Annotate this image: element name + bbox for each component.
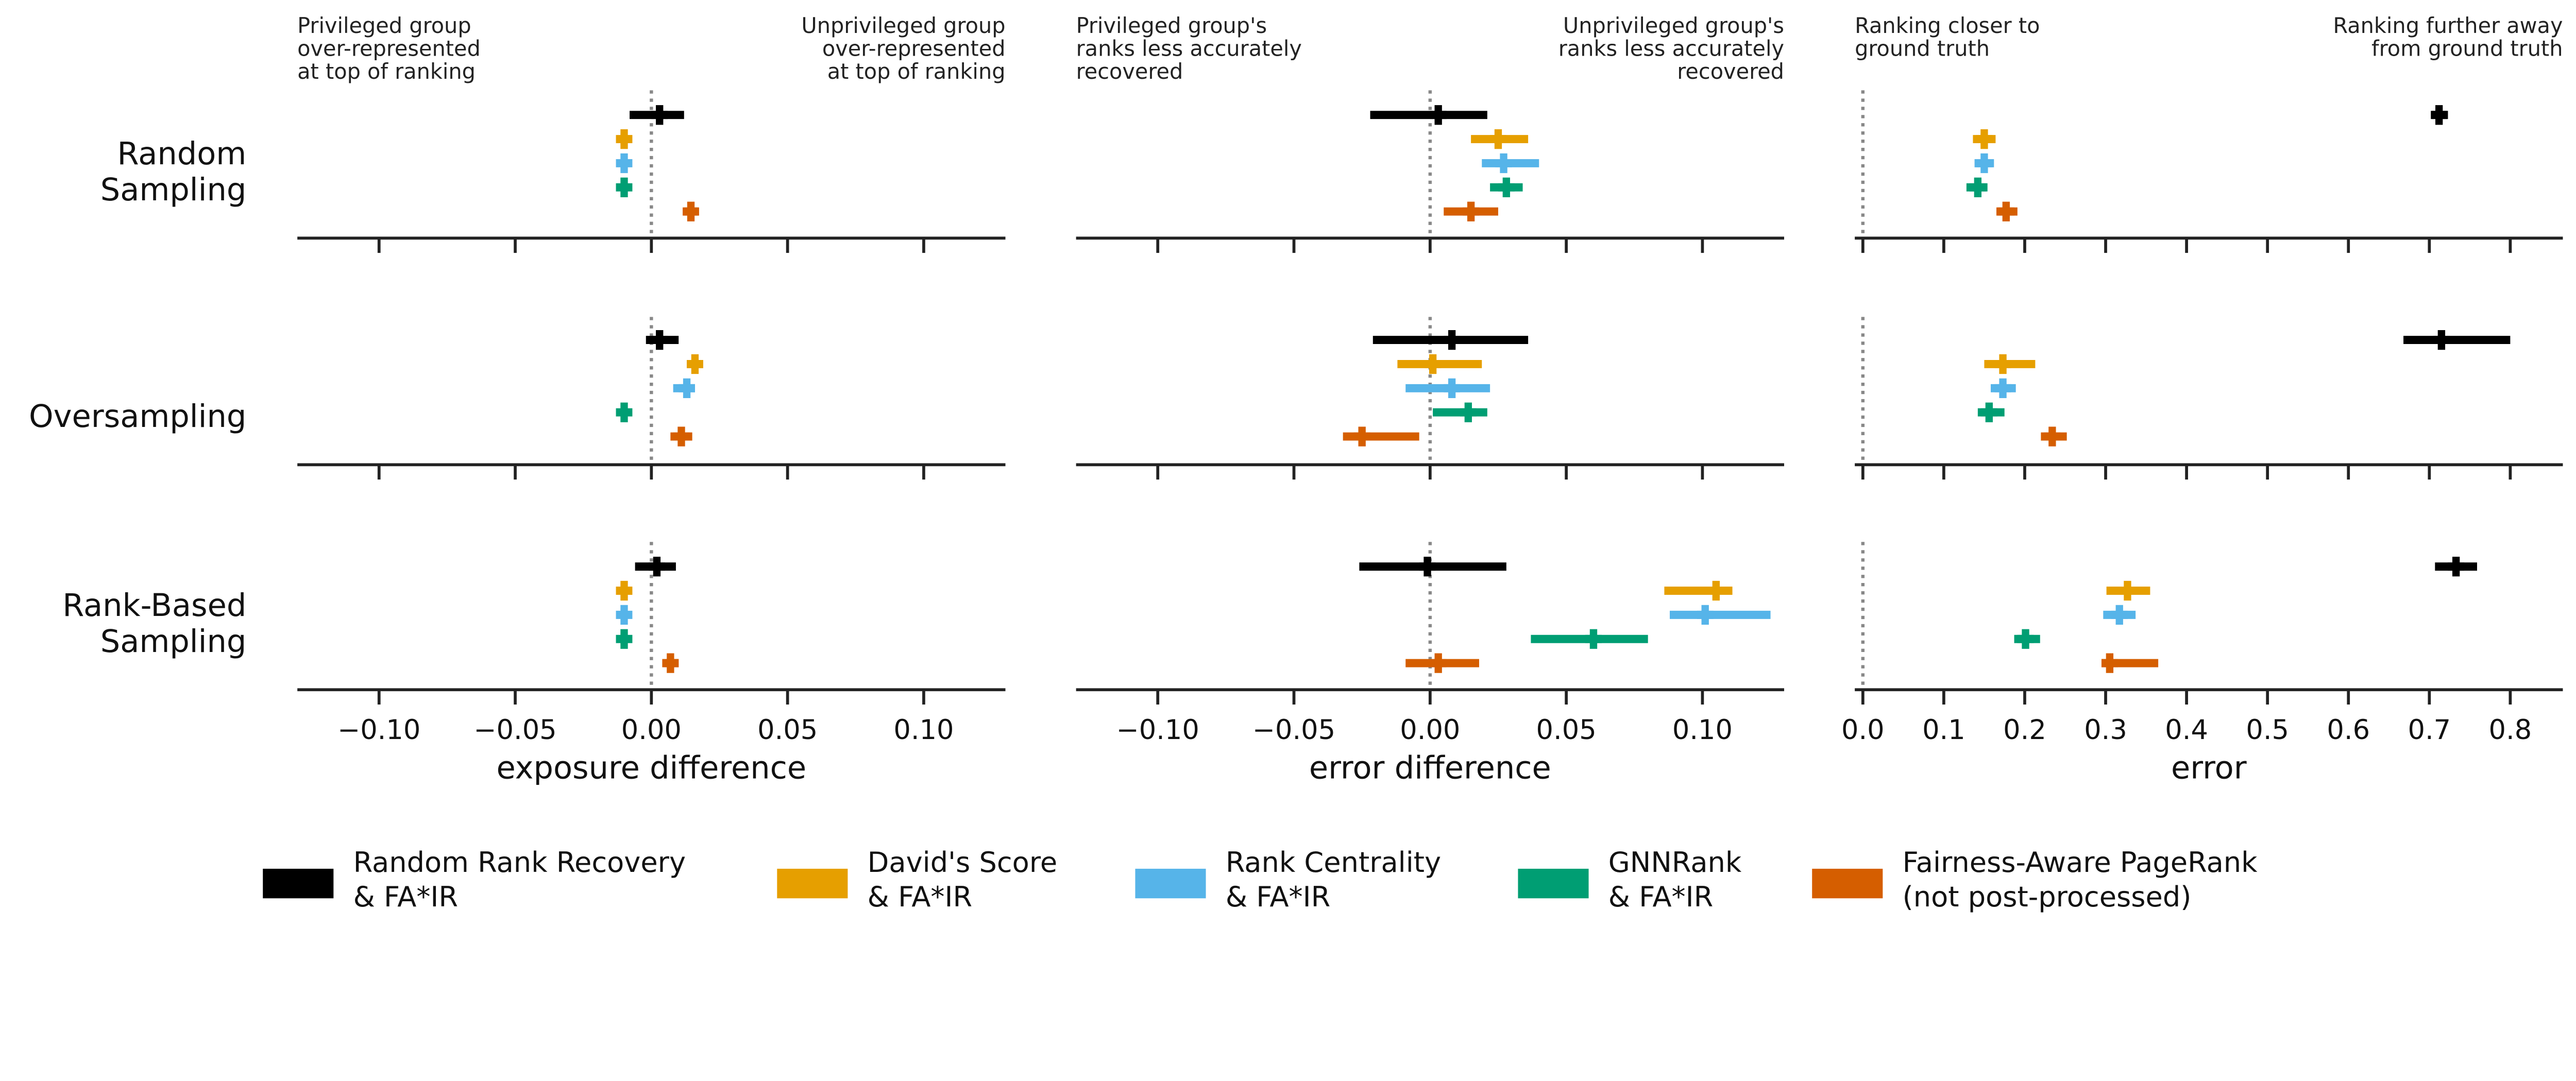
x-tick-label: −0.05 — [473, 714, 556, 746]
annotation-right: Ranking further away from ground truth — [2333, 13, 2563, 61]
annotation-right: Unprivileged group's ranks less accuratel… — [1558, 13, 1784, 84]
x-tick-label: 0.05 — [1536, 714, 1597, 746]
legend-swatch — [263, 868, 334, 899]
x-tick-label: 0.1 — [1922, 714, 1965, 746]
panel-3: 0.0 0.1 0.2 0.3 0.4 0.5 0.6 0.7 0.8 error — [1841, 90, 2563, 786]
annotation-left: Ranking closer to ground truth — [1855, 13, 2040, 61]
x-axis-label: error — [2171, 750, 2247, 786]
x-tick-label: 0.00 — [621, 714, 682, 746]
x-tick-label: 0.05 — [757, 714, 818, 746]
panel-1: −0.10 −0.05 0.00 0.05 0.10 exposure differenc… — [297, 90, 1006, 786]
x-tick-label: 0.4 — [2165, 714, 2208, 746]
legend-swatch — [777, 868, 848, 899]
legend-item — [1135, 868, 1206, 899]
legend-label: Rank Centrality & FA*IR — [1226, 846, 1441, 913]
row-label: Oversampling — [29, 399, 246, 435]
annotation-left: Privileged group over-represented at top o… — [297, 13, 481, 84]
x-tick-label: 0.10 — [1672, 714, 1733, 746]
legend-item — [777, 868, 848, 899]
x-tick-label: 0.6 — [2327, 714, 2370, 746]
x-tick-label: 0.00 — [1400, 714, 1460, 746]
legend-swatch — [1812, 868, 1883, 899]
annotation-left: Privileged group's ranks less accurately r… — [1076, 13, 1302, 84]
row-label: Random Sampling — [100, 136, 247, 208]
legend-label: David's Score & FA*IR — [868, 846, 1058, 913]
x-tick-label: −0.10 — [1116, 714, 1199, 746]
annotation-right: Unprivileged group over-represented at top… — [801, 13, 1005, 84]
x-axis-label: error difference — [1309, 750, 1551, 786]
x-axis-label: exposure difference — [496, 750, 806, 786]
x-tick-label: 0.10 — [893, 714, 954, 746]
legend-label: GNNRank & FA*IR — [1608, 846, 1742, 913]
x-tick-label: 0.0 — [1841, 714, 1885, 746]
chart: Random Sampling Oversampling Rank-Based Samp… — [29, 13, 2563, 913]
legend-swatch — [1518, 868, 1589, 899]
x-tick-label: 0.2 — [2003, 714, 2046, 746]
legend-item — [263, 868, 334, 899]
x-tick-label: −0.10 — [337, 714, 420, 746]
x-tick-label: 0.3 — [2084, 714, 2127, 746]
legend-swatch — [1135, 868, 1206, 899]
legend-label: Random Rank Recovery & FA*IR — [353, 846, 686, 913]
x-tick-label: 0.8 — [2489, 714, 2532, 746]
legend-item — [1518, 868, 1589, 899]
row-label: Rank-Based Sampling — [62, 588, 246, 660]
x-tick-label: 0.5 — [2246, 714, 2289, 746]
panel-2: −0.10 −0.05 0.00 0.05 0.10 error difference — [1076, 90, 1785, 786]
x-tick-label: −0.05 — [1252, 714, 1335, 746]
x-tick-label: 0.7 — [2408, 714, 2451, 746]
legend-item — [1812, 868, 1883, 899]
legend-label: Fairness-Aware PageRank (not post-process… — [1903, 846, 2258, 913]
